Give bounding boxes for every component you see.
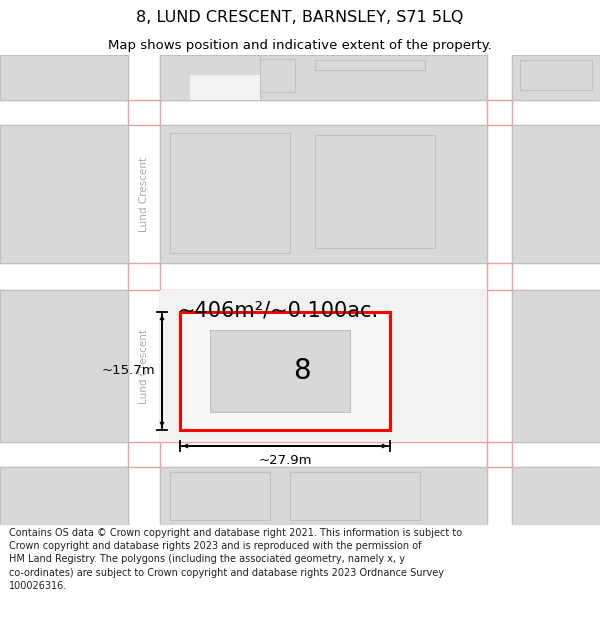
Bar [0, 442, 600, 467]
Text: ~27.9m: ~27.9m [258, 454, 312, 467]
Bar [512, 55, 600, 100]
Bar [0, 263, 600, 290]
Text: Map shows position and indicative extent of the property.: Map shows position and indicative extent… [108, 39, 492, 51]
Bar [0, 55, 128, 100]
Bar [512, 467, 600, 525]
Bar [128, 55, 160, 525]
Bar [290, 472, 420, 520]
Bar [190, 75, 260, 100]
Bar [160, 290, 487, 442]
Bar [160, 125, 487, 263]
Bar [512, 290, 600, 442]
Text: Contains OS data © Crown copyright and database right 2021. This information is : Contains OS data © Crown copyright and d… [9, 528, 462, 591]
Text: Lund Crescent: Lund Crescent [139, 156, 149, 231]
Bar [315, 135, 435, 248]
Bar [160, 55, 487, 100]
Text: ~406m²/~0.100ac.: ~406m²/~0.100ac. [178, 300, 379, 320]
Bar [315, 60, 425, 70]
Bar [160, 467, 487, 525]
Bar [170, 133, 290, 253]
Text: ~15.7m: ~15.7m [101, 364, 155, 378]
Bar [160, 55, 260, 100]
Bar [0, 125, 128, 263]
Bar [0, 100, 600, 125]
Text: 8: 8 [293, 357, 311, 385]
Bar [520, 60, 592, 90]
Text: 8, LUND CRESCENT, BARNSLEY, S71 5LQ: 8, LUND CRESCENT, BARNSLEY, S71 5LQ [136, 10, 464, 25]
Bar [180, 312, 390, 430]
Bar [512, 125, 600, 263]
Bar [170, 472, 270, 520]
Bar [210, 330, 350, 412]
Bar [0, 290, 128, 442]
Bar [0, 467, 128, 525]
Text: Lund Crescent: Lund Crescent [139, 329, 149, 404]
Bar [165, 59, 295, 92]
Bar [487, 55, 512, 525]
